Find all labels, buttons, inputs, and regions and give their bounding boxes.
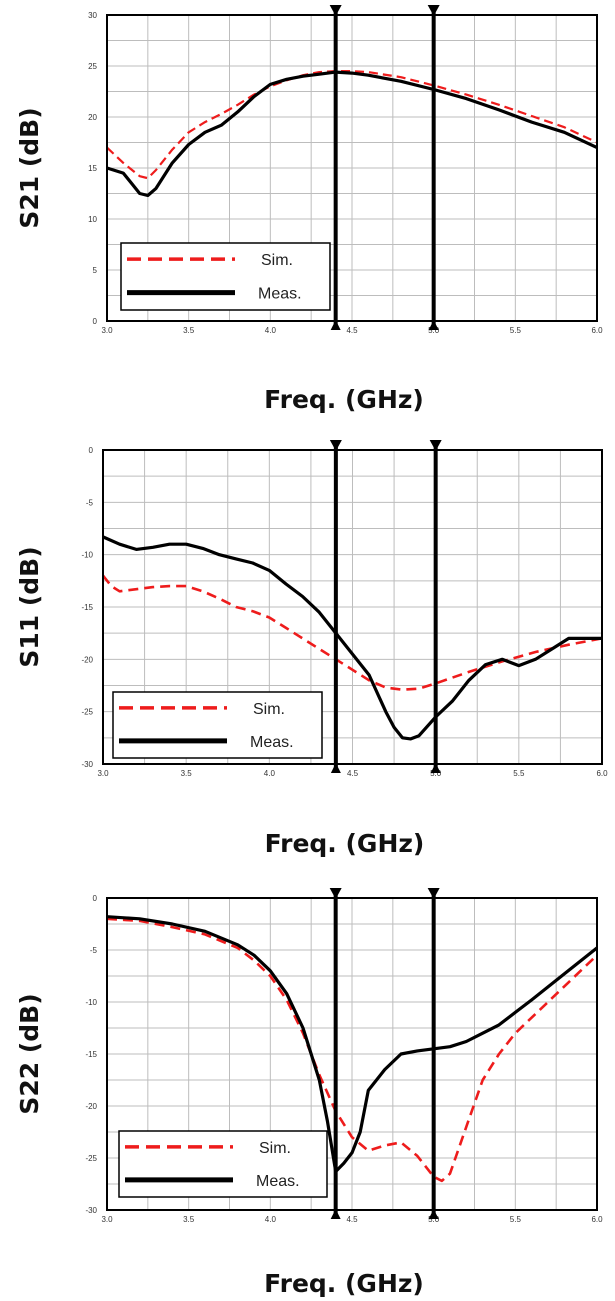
y-tick-label: -10: [85, 998, 97, 1007]
x-axis-title: Freq. (GHz): [264, 1269, 424, 1298]
legend: Sim. Meas.: [118, 1130, 328, 1198]
meas-series-line: [106, 915, 598, 1174]
x-tick-label: 3.0: [101, 1215, 113, 1224]
x-tick-label: 6.0: [591, 326, 603, 335]
legend: Sim. Meas.: [112, 691, 323, 759]
y-tick-label: -20: [81, 655, 93, 664]
plot-frame: [106, 14, 598, 322]
x-tick-label: 4.0: [265, 1215, 277, 1224]
x-tick-label: 5.5: [510, 1215, 522, 1224]
legend-box: [112, 691, 323, 759]
x-tick-label: 3.5: [183, 326, 195, 335]
plot-frame: [102, 449, 603, 765]
y-tick-label: -15: [85, 1050, 97, 1059]
y-axis-title: S11 (dB): [15, 546, 44, 667]
x-tick-label: 3.0: [97, 769, 109, 778]
x-tick-label: 5.0: [428, 1215, 440, 1224]
x-axis-title: Freq. (GHz): [265, 829, 425, 858]
chart-panel: 3.0 3.5 4.0 4.5 5.0 5.5 6.0 0 -5 -10 -15 -20 -25 -30 S…: [15, 440, 608, 858]
x-axis-title: Freq. (GHz): [264, 385, 424, 414]
x-tick-label: 4.0: [265, 326, 277, 335]
x-tick-label: 5.5: [510, 326, 522, 335]
sim-series-line: [101, 574, 603, 692]
marker-bottom-triangle: [330, 763, 341, 773]
legend-label: Meas.: [256, 1173, 300, 1190]
y-tick-label: -10: [81, 551, 93, 560]
y-tick-label: -15: [81, 603, 93, 612]
x-tick-label: 4.5: [346, 326, 358, 335]
y-tick-label: 25: [88, 62, 97, 71]
x-tick-label: 5.0: [428, 326, 440, 335]
y-tick-label: 0: [89, 446, 94, 455]
marker-top-triangle: [329, 440, 342, 451]
y-tick-label: 15: [88, 164, 97, 173]
marker-bottom-triangle: [430, 763, 441, 773]
legend-box: [120, 242, 331, 311]
y-tick-label: 20: [88, 113, 97, 122]
legend-label: Meas.: [250, 734, 294, 751]
x-tick-label: 4.5: [346, 1215, 358, 1224]
sim-series-line: [106, 917, 598, 1183]
legend-label: Meas.: [258, 286, 302, 303]
x-tick-label: 4.5: [347, 769, 359, 778]
x-tick-label: 6.0: [596, 769, 608, 778]
x-tick-label: 5.5: [513, 769, 525, 778]
marker-bottom-triangle: [330, 1209, 341, 1219]
marker-top-triangle: [427, 5, 440, 16]
legend: Sim. Meas.: [120, 242, 331, 311]
marker-top-triangle: [329, 888, 342, 899]
y-tick-label: -30: [85, 1206, 97, 1215]
y-axis-title: S22 (dB): [15, 993, 44, 1114]
y-tick-label: 0: [93, 894, 98, 903]
y-tick-label: 30: [88, 11, 97, 20]
meas-series-line: [106, 70, 598, 198]
chart-panel: 3.0 3.5 4.0 4.5 5.0 5.5 6.0 0 -5 -10 -15 -20 -25 -30 S…: [15, 888, 603, 1298]
y-tick-label: -20: [85, 1102, 97, 1111]
marker-bottom-triangle: [428, 320, 439, 330]
y-tick-label: 0: [93, 317, 98, 326]
meas-series-line: [102, 535, 602, 741]
y-tick-label: 10: [88, 215, 97, 224]
plot-frame: [106, 897, 598, 1211]
legend-label: Sim.: [253, 701, 285, 718]
y-tick-label: -5: [90, 946, 98, 955]
y-tick-label: 5: [93, 266, 98, 275]
x-tick-label: 3.5: [183, 1215, 195, 1224]
marker-bottom-triangle: [428, 1209, 439, 1219]
legend-label: Sim.: [261, 252, 293, 269]
marker-bottom-triangle: [330, 320, 341, 330]
chart-panel: 3.0 3.5 4.0 4.5 5.0 5.5 6.0 0 5 10 15 20 25 30 Sim. Mea…: [15, 5, 603, 414]
legend-label: Sim.: [259, 1140, 291, 1157]
x-tick-label: 6.0: [591, 1215, 603, 1224]
marker-top-triangle: [429, 440, 442, 451]
marker-top-triangle: [427, 888, 440, 899]
x-tick-label: 4.0: [264, 769, 276, 778]
marker-top-triangle: [329, 5, 342, 16]
y-tick-label: -5: [86, 498, 94, 507]
x-tick-label: 3.0: [101, 326, 113, 335]
y-tick-label: -30: [81, 760, 93, 769]
legend-box: [118, 1130, 328, 1198]
x-tick-label: 3.5: [181, 769, 193, 778]
y-tick-label: -25: [85, 1154, 97, 1163]
y-axis-title: S21 (dB): [15, 107, 44, 228]
x-tick-label: 5.0: [430, 769, 442, 778]
y-tick-label: -25: [81, 708, 93, 717]
